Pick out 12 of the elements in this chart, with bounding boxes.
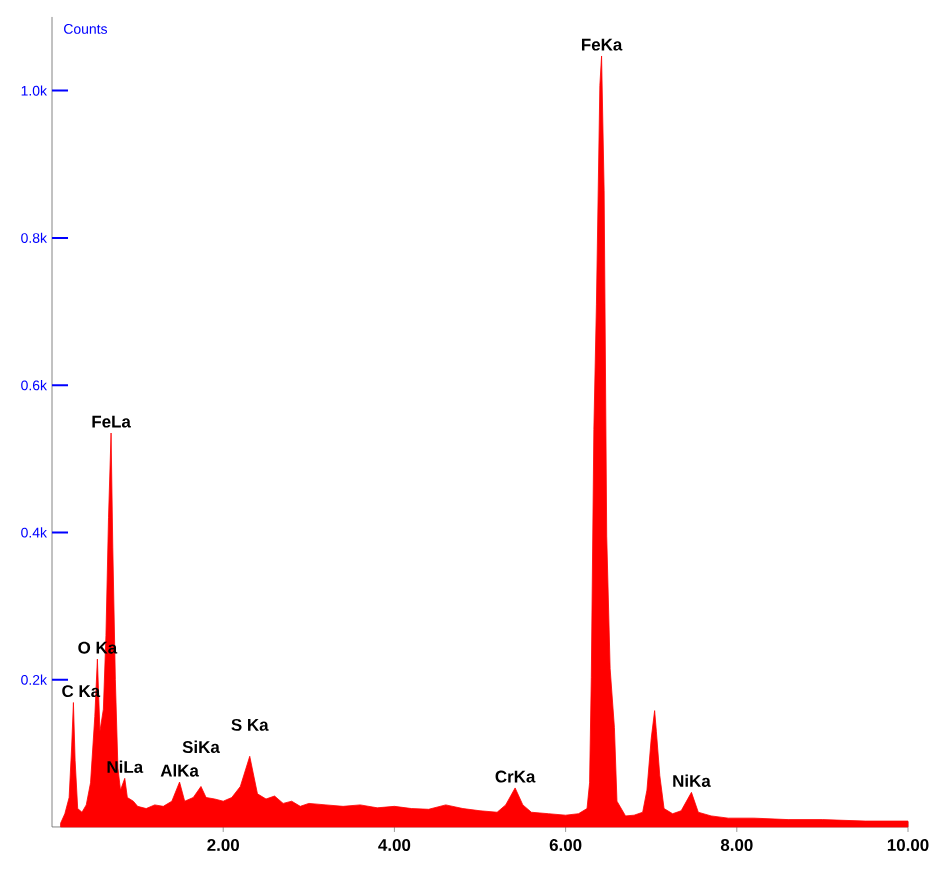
annotation: FeKa: [581, 38, 623, 51]
x-tick-label: 6.00: [549, 839, 582, 851]
x-tick-label: 8.00: [720, 839, 753, 851]
annotation: AlKa: [160, 764, 199, 777]
annotation: S Ka: [231, 718, 269, 731]
annotation: NiKa: [673, 774, 711, 787]
x-tick-label: 2.00: [207, 839, 239, 851]
annotation: FeLa: [92, 415, 131, 428]
x-tick-label: 4.00: [378, 839, 411, 851]
x-tick-label: 10.00: [887, 839, 929, 851]
annotation: SiKa: [182, 740, 220, 754]
annotation: CrKa: [495, 770, 536, 783]
